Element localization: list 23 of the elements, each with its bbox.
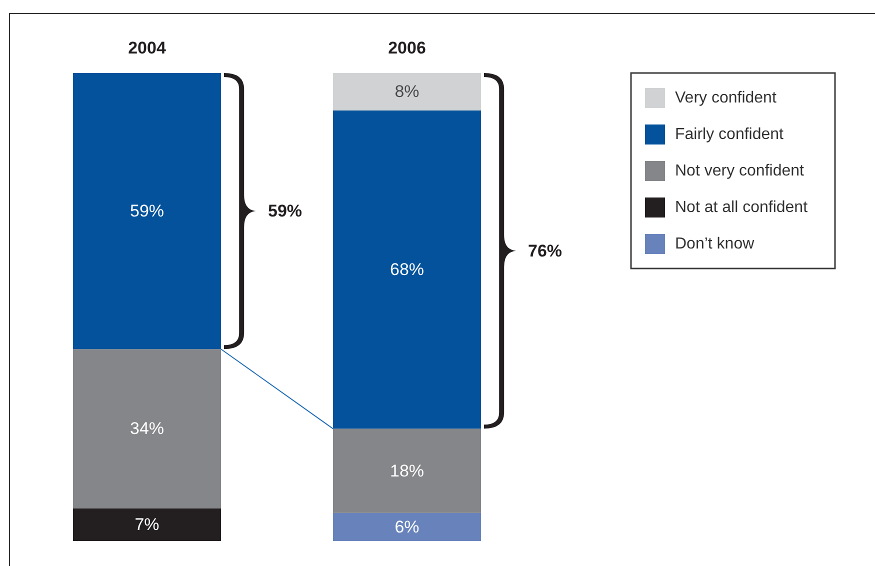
bar xyxy=(333,428,481,513)
data-label: 34% xyxy=(130,419,164,438)
bar xyxy=(73,508,221,541)
legend-label: Not at all confident xyxy=(675,199,808,216)
bar xyxy=(333,73,481,110)
bar xyxy=(73,73,221,350)
legend-label: Not very confident xyxy=(675,162,805,180)
annotation: 59% xyxy=(268,202,302,221)
x-tick-label: 2004 xyxy=(128,38,166,58)
data-label: 8% xyxy=(394,82,420,102)
data-label: 6% xyxy=(394,517,420,536)
bar xyxy=(333,512,481,541)
data-label: 18% xyxy=(390,461,424,480)
legend-label: Fairly confident xyxy=(675,126,784,143)
data-label: 7% xyxy=(134,515,160,534)
x-tick-label: 2006 xyxy=(388,38,426,58)
data-label: 68% xyxy=(390,260,424,280)
annotation: 76% xyxy=(528,241,562,260)
legend-label: Don’t know xyxy=(675,236,755,252)
bar xyxy=(333,110,481,429)
data-label: 59% xyxy=(130,202,164,221)
bar xyxy=(73,349,221,508)
legend-label: Very confident xyxy=(675,90,777,106)
